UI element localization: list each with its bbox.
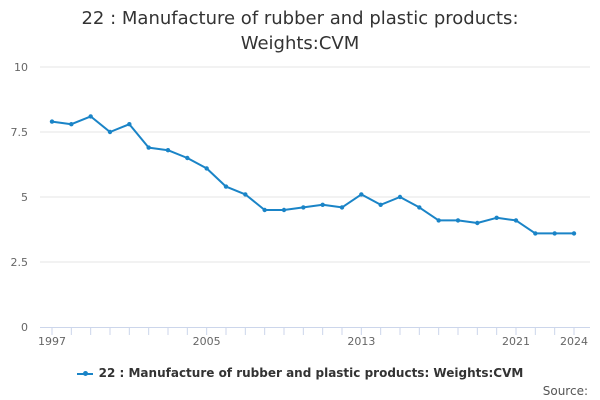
x-tick-label: 1997 <box>38 335 66 348</box>
data-point[interactable] <box>494 215 499 220</box>
data-point[interactable] <box>88 114 93 119</box>
data-point[interactable] <box>475 220 480 226</box>
data-point[interactable] <box>320 202 325 207</box>
data-point[interactable] <box>378 202 383 207</box>
series-line[interactable] <box>51 115 575 235</box>
series-layer <box>49 114 577 236</box>
data-point[interactable] <box>204 166 209 171</box>
y-tick-label: 10 <box>14 61 28 74</box>
data-point[interactable] <box>127 122 132 127</box>
y-tick-label: 7.5 <box>11 126 29 139</box>
legend[interactable]: 22 : Manufacture of rubber and plastic p… <box>0 366 600 380</box>
data-point[interactable] <box>107 129 113 135</box>
data-point[interactable] <box>69 122 74 127</box>
chart-title: 22 : Manufacture of rubber and plastic p… <box>0 6 600 56</box>
data-point[interactable] <box>262 207 267 213</box>
gridlines <box>40 66 590 263</box>
data-point[interactable] <box>513 218 519 223</box>
y-tick-label: 2.5 <box>11 256 29 269</box>
data-point[interactable] <box>571 231 577 236</box>
x-axis: 1997 2005 2013 2021 2024 <box>38 327 590 348</box>
data-point[interactable] <box>49 119 55 124</box>
source-label: Source: <box>542 384 588 398</box>
data-point[interactable] <box>281 207 287 213</box>
x-tick-label: 2013 <box>347 335 375 348</box>
data-point[interactable] <box>417 205 422 210</box>
data-point[interactable] <box>359 192 364 197</box>
legend-marker-icon <box>76 370 93 376</box>
data-point[interactable] <box>223 184 229 189</box>
data-point[interactable] <box>301 205 306 210</box>
y-tick-label: 0 <box>21 321 28 334</box>
x-tick-label: 2024 <box>560 335 588 348</box>
chart-title-line-1: 22 : Manufacture of rubber and plastic p… <box>81 8 519 29</box>
data-point[interactable] <box>146 145 151 150</box>
y-tick-label: 5 <box>21 191 28 204</box>
data-point[interactable] <box>165 148 171 153</box>
legend-label: 22 : Manufacture of rubber and plastic p… <box>98 366 524 380</box>
x-tick-label: 2021 <box>502 335 530 348</box>
data-point[interactable] <box>533 231 538 236</box>
data-point[interactable] <box>339 205 345 210</box>
x-tick-label: 2005 <box>193 335 221 348</box>
chart-title-line-2: Weights:CVM <box>240 33 360 54</box>
data-point[interactable] <box>397 194 403 200</box>
data-point[interactable] <box>243 192 248 197</box>
data-point[interactable] <box>455 218 461 223</box>
data-point[interactable] <box>436 218 441 223</box>
data-point[interactable] <box>552 231 557 236</box>
y-axis: 0 2.5 5 7.5 10 <box>11 61 29 334</box>
data-point[interactable] <box>185 155 190 161</box>
